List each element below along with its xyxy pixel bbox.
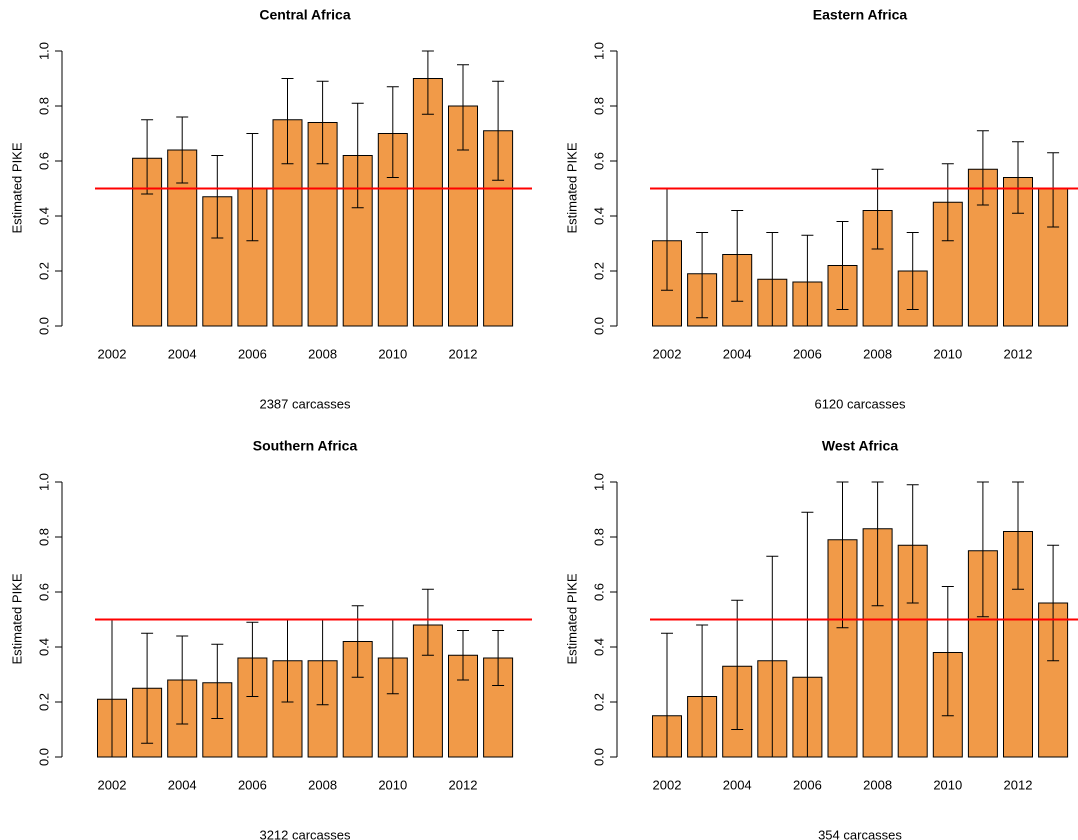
x-tick-label: 2004 [168,777,197,792]
x-tick-label: 2006 [238,777,267,792]
x-tick-label: 2004 [723,777,752,792]
x-tick-label: 2002 [653,777,682,792]
y-tick-label: 0.0 [36,317,51,335]
y-tick-label: 0.2 [591,693,606,711]
y-tick-label: 1.0 [36,42,51,60]
x-tick-label: 2008 [308,777,337,792]
x-tick-label: 2010 [378,777,407,792]
x-tick-label: 2012 [449,777,478,792]
y-tick-label: 0.4 [591,207,606,225]
x-tick-label: 2006 [793,777,822,792]
y-tick-label: 0.8 [36,97,51,115]
y-tick-label: 0.8 [591,97,606,115]
y-tick-label: 0.8 [591,528,606,546]
y-axis-label: Estimated PIKE [9,142,24,233]
panel-title: Southern Africa [253,438,358,454]
y-axis-label: Estimated PIKE [9,573,24,664]
x-tick-label: 2010 [933,777,962,792]
y-tick-label: 0.4 [36,207,51,225]
y-tick-label: 0.2 [36,262,51,280]
y-tick-label: 0.0 [36,748,51,766]
x-tick-label: 2008 [863,346,892,361]
x-axis-label: 6120 carcasses [814,396,906,411]
panel-title: Eastern Africa [813,7,908,23]
x-tick-label: 2004 [168,346,197,361]
y-axis-label: Estimated PIKE [564,573,579,664]
x-tick-label: 2012 [1004,346,1033,361]
y-tick-label: 0.4 [36,638,51,656]
x-axis-label: 2387 carcasses [259,396,351,411]
y-axis-label: Estimated PIKE [564,142,579,233]
panel-title: West Africa [822,438,898,454]
bar [412,78,443,327]
x-tick-label: 2004 [723,346,752,361]
y-tick-label: 0.6 [591,152,606,170]
x-tick-label: 2006 [238,346,267,361]
x-tick-label: 2002 [98,777,127,792]
y-tick-label: 0.6 [36,583,51,601]
x-tick-label: 2012 [1004,777,1033,792]
y-tick-label: 0.0 [591,748,606,766]
y-tick-label: 1.0 [591,473,606,491]
y-tick-label: 0.8 [36,528,51,546]
x-tick-label: 2008 [308,346,337,361]
y-tick-label: 0.2 [591,262,606,280]
x-tick-label: 2010 [933,346,962,361]
y-tick-label: 1.0 [36,473,51,491]
panel-title: Central Africa [259,7,351,23]
x-axis-label: 354 carcasses [818,827,902,840]
x-axis-label: 3212 carcasses [259,827,351,840]
y-tick-label: 0.6 [36,152,51,170]
y-tick-label: 0.6 [591,583,606,601]
y-tick-label: 0.0 [591,317,606,335]
x-tick-label: 2012 [449,346,478,361]
x-tick-label: 2006 [793,346,822,361]
y-tick-label: 0.2 [36,693,51,711]
y-tick-label: 1.0 [591,42,606,60]
x-tick-label: 2010 [378,346,407,361]
x-tick-label: 2002 [98,346,127,361]
x-tick-label: 2002 [653,346,682,361]
x-tick-label: 2008 [863,777,892,792]
y-tick-label: 0.4 [591,638,606,656]
